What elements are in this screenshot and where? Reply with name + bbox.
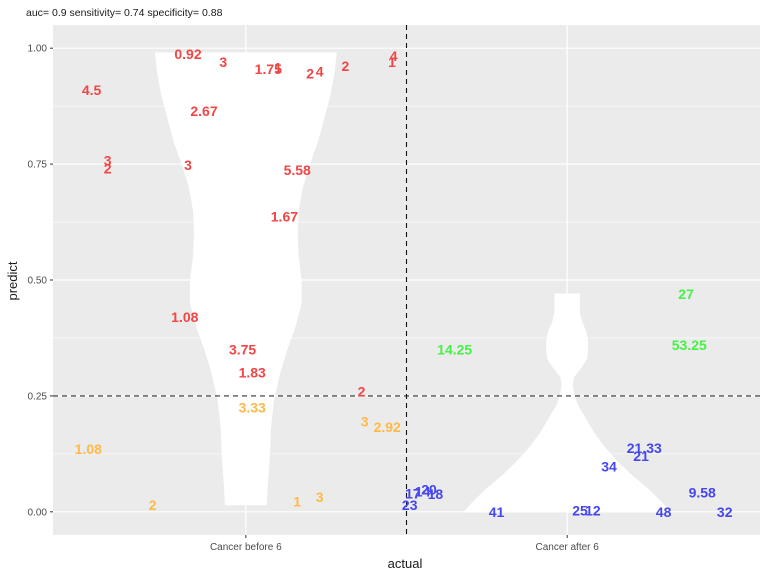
point-label: 12 [585,502,601,518]
violin-before [154,52,337,506]
point-label: 1.08 [75,441,102,457]
point-label: 25 [572,502,588,518]
point-label: 5.58 [284,162,311,178]
point-label: 21 [633,448,649,464]
point-label: 1.75 [255,61,282,77]
point-label: 41 [489,504,505,520]
point-label: 3 [316,489,324,505]
point-label: 3 [104,152,112,168]
y-axis-label: predict [5,261,20,300]
point-label: 23 [402,497,418,513]
point-label: 1 [274,60,282,76]
point-label: 4 [316,63,324,79]
y-tick-label: 0.00 [28,507,48,518]
point-label: 14.25 [437,342,472,358]
point-label: 9.58 [689,484,716,500]
y-axis: 0.00 0.25 0.50 0.75 1.00 [28,44,53,518]
point-label: 3 [219,54,227,70]
point-label: 21.33 [627,440,662,456]
x-tick-label: Cancer after 6 [535,542,599,553]
point-label: 1.67 [271,209,298,225]
point-label: 0.92 [174,46,201,62]
y-tick-label: 0.75 [28,160,48,171]
x-tick-label: Cancer before 6 [210,542,282,553]
point-label: 20 [421,482,437,498]
point-label: 2.67 [190,103,217,119]
y-tick-label: 0.25 [28,391,48,402]
point-label: 2 [306,66,314,82]
y-tick-label: 1.00 [28,44,48,55]
point-label: 1.83 [239,365,266,381]
point-label: 4.5 [82,82,102,98]
point-label: 4 [390,48,398,64]
point-label: 34 [601,458,617,474]
point-label: 2 [149,497,157,513]
y-tick-label: 0.50 [28,276,48,287]
point-label: 18 [428,486,444,502]
x-axis: Cancer before 6 Cancer after 6 [210,535,599,553]
point-label: 48 [656,504,672,520]
point-label: 3 [184,157,192,173]
chart-subtitle: auc= 0.9 sensitivity= 0.74 specificity= … [26,7,223,19]
point-label: 3 [361,413,369,429]
point-label: 1 [388,54,396,70]
point-label: 3.75 [229,342,256,358]
point-label: 27 [678,286,694,302]
violin-after [463,293,671,513]
point-label: 1 [293,494,301,510]
point-label: 2 [104,161,112,177]
point-label: 2.92 [374,419,401,435]
x-axis-label: actual [388,556,423,571]
point-label: 1.08 [171,309,198,325]
point-label: 3.33 [239,400,266,416]
point-label: 32 [717,504,733,520]
point-label: 53.25 [672,337,707,353]
point-label: 17 [405,485,421,501]
point-label: 14 [415,483,431,499]
point-label: 2 [342,58,350,74]
point-label: 2 [358,383,366,399]
